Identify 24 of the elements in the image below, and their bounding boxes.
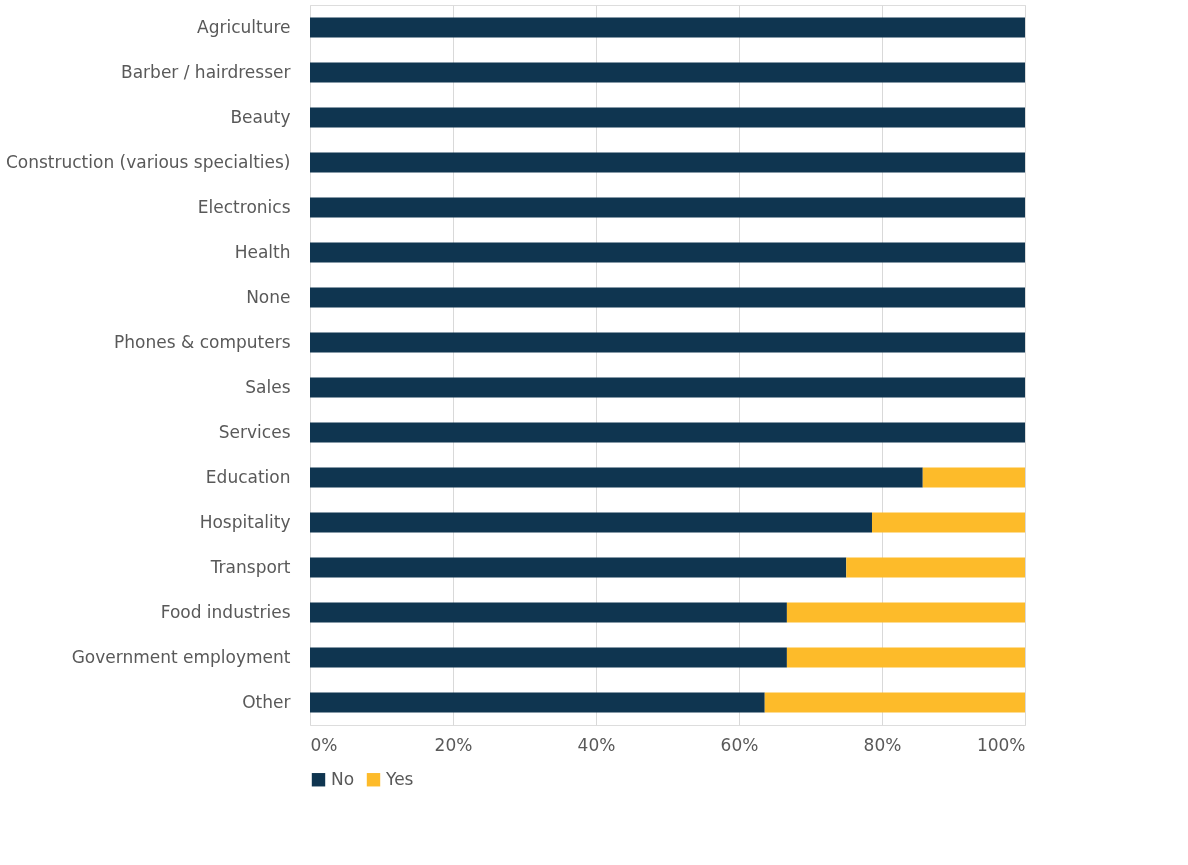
y-tick-label: Beauty: [230, 106, 291, 127]
x-tick-label: 80%: [863, 734, 902, 755]
legend-label: Yes: [385, 768, 414, 789]
y-tick-label: None: [246, 286, 291, 307]
x-tick-label: 60%: [720, 734, 759, 755]
x-tick-label: 20%: [434, 734, 473, 755]
y-tick-label: Other: [242, 691, 291, 712]
y-tick-label: Services: [218, 421, 291, 442]
y-tick-label: Education: [205, 466, 291, 487]
x-tick-label: 0%: [310, 734, 338, 755]
legend-label: No: [331, 768, 355, 789]
y-tick-label: Barber / hairdresser: [121, 61, 291, 82]
y-tick-label: Hospitality: [199, 511, 291, 532]
y-tick-label: Food industries: [160, 601, 291, 622]
y-tick-label: Agriculture: [197, 16, 291, 37]
y-tick-label: Sales: [245, 376, 291, 397]
y-tick-label: Construction (various specialties): [5, 151, 291, 172]
x-tick-label: 100%: [976, 734, 1026, 755]
y-tick-label: Health: [234, 241, 291, 262]
y-tick-label: Transport: [209, 556, 291, 577]
y-tick-label: Electronics: [197, 196, 291, 217]
y-tick-label: Phones & computers: [114, 331, 291, 352]
y-tick-label: Government employment: [71, 646, 291, 667]
x-tick-label: 40%: [577, 734, 616, 755]
